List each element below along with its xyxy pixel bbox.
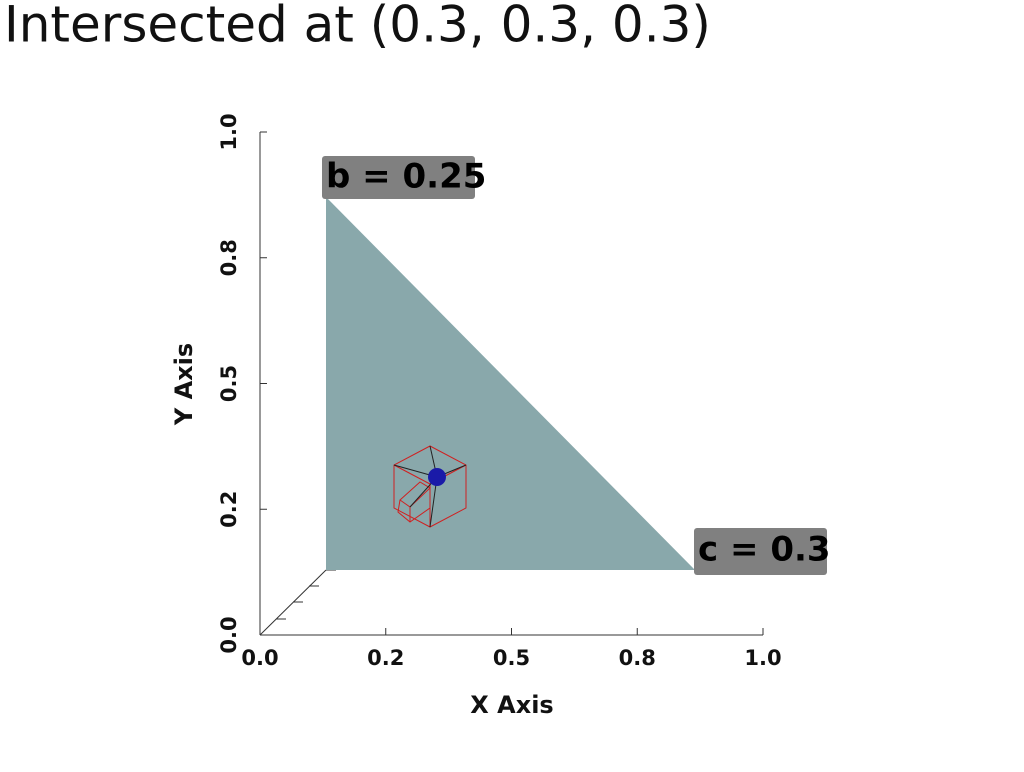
annotation-box: [694, 528, 827, 575]
annotation-box: [322, 156, 475, 199]
intersection-point: [428, 468, 446, 486]
y-tick-label: 0.0: [217, 616, 241, 653]
y-tick-label: 0.2: [217, 491, 241, 528]
y-tick-label: 0.5: [217, 365, 241, 402]
x-axis-label: X Axis: [470, 691, 553, 719]
annotation: c = 0.3: [698, 530, 831, 570]
x-tick-label: 0.8: [619, 646, 656, 670]
x-tick-label: 0.0: [241, 646, 278, 670]
y-tick-label: 0.8: [217, 239, 241, 276]
title: Intersected at (0.3, 0.3, 0.3): [4, 0, 711, 54]
z-ticks: [276, 569, 336, 620]
x-tick-label: 1.0: [744, 646, 781, 670]
x-tick-label: 0.2: [367, 646, 404, 670]
y-axis-label: Y Axis: [170, 343, 198, 426]
annotation: b = 0.25: [326, 157, 486, 197]
x-tick-label: 0.5: [493, 646, 530, 670]
plane: [326, 197, 695, 570]
y-tick-label: 1.0: [217, 113, 241, 150]
